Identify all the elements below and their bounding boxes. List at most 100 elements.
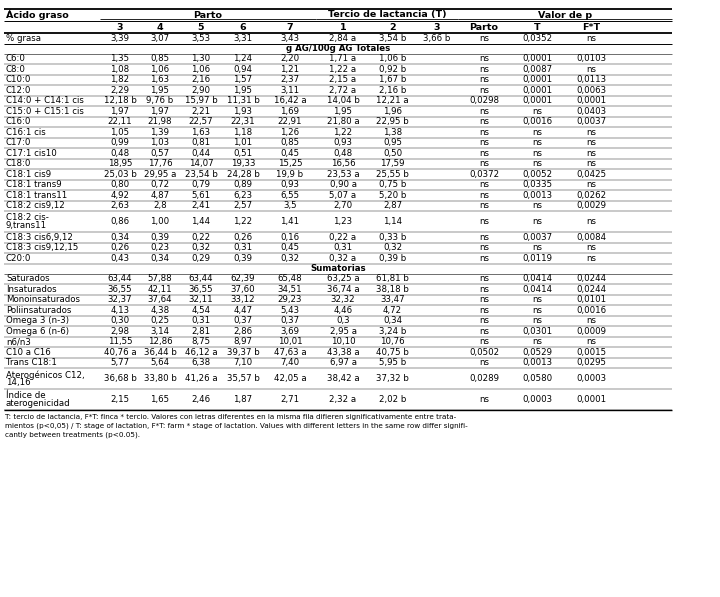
Text: C16:0: C16:0 [6, 117, 32, 126]
Text: 65,48: 65,48 [278, 274, 302, 283]
Text: Parto: Parto [469, 23, 498, 32]
Text: 0,0580: 0,0580 [523, 374, 552, 383]
Text: ns: ns [479, 86, 489, 95]
Text: 3,54 b: 3,54 b [379, 34, 406, 43]
Text: ns: ns [533, 243, 542, 253]
Text: 9,76 b: 9,76 b [146, 96, 174, 105]
Text: 6: 6 [240, 23, 246, 32]
Text: 4,72: 4,72 [383, 306, 402, 315]
Text: 0,0119: 0,0119 [523, 254, 552, 263]
Text: mientos (p<0,05) / T: stage of lactation, F*T: farm * stage of lactation. Values: mientos (p<0,05) / T: stage of lactation… [5, 423, 468, 429]
Text: ns: ns [479, 64, 489, 74]
Text: C6:0: C6:0 [6, 54, 26, 63]
Text: 37,60: 37,60 [230, 285, 256, 294]
Text: ns: ns [479, 316, 489, 325]
Text: Omega 6 (n-6): Omega 6 (n-6) [6, 327, 69, 336]
Text: 3,24 b: 3,24 b [379, 327, 406, 336]
Text: 36,44 b: 36,44 b [143, 347, 176, 357]
Text: C15:0 + C15:1 cis: C15:0 + C15:1 cis [6, 107, 84, 116]
Text: 63,44: 63,44 [189, 274, 213, 283]
Text: 1,22 a: 1,22 a [330, 64, 356, 74]
Text: 2,8: 2,8 [153, 201, 167, 210]
Text: 19,9 b: 19,9 b [276, 170, 304, 179]
Text: C10 a C16: C10 a C16 [6, 347, 50, 357]
Text: 8,97: 8,97 [233, 337, 253, 346]
Text: 1,69: 1,69 [281, 107, 300, 116]
Text: 0,0262: 0,0262 [577, 191, 606, 200]
Text: 0,39: 0,39 [150, 233, 169, 242]
Text: 1,06: 1,06 [192, 64, 210, 74]
Text: C8:0: C8:0 [6, 64, 26, 74]
Text: 0,34: 0,34 [110, 233, 130, 242]
Text: 1,41: 1,41 [280, 217, 300, 226]
Text: 0,0016: 0,0016 [577, 306, 606, 315]
Text: 2,84 a: 2,84 a [330, 34, 356, 43]
Text: 0,0502: 0,0502 [469, 347, 499, 357]
Text: 0,23: 0,23 [150, 243, 170, 253]
Text: 32,37: 32,37 [108, 296, 132, 304]
Text: ns: ns [479, 217, 489, 226]
Text: 2,37: 2,37 [280, 75, 300, 84]
Text: 0,0016: 0,0016 [523, 117, 552, 126]
Text: 15,25: 15,25 [278, 159, 302, 168]
Text: 29,95 a: 29,95 a [144, 170, 176, 179]
Text: 0,26: 0,26 [110, 243, 130, 253]
Text: 2: 2 [390, 23, 396, 32]
Text: ns: ns [479, 233, 489, 242]
Text: ns: ns [479, 254, 489, 263]
Text: Insaturados: Insaturados [6, 285, 57, 294]
Text: 5,20 b: 5,20 b [379, 191, 406, 200]
Text: 0,0301: 0,0301 [523, 327, 552, 336]
Text: 33,80 b: 33,80 b [143, 374, 176, 383]
Text: 22,11: 22,11 [108, 117, 132, 126]
Text: 11,31 b: 11,31 b [227, 96, 259, 105]
Text: 2,02 b: 2,02 b [379, 395, 406, 404]
Text: Monoinsaturados: Monoinsaturados [6, 296, 80, 304]
Text: 0,0244: 0,0244 [577, 274, 606, 283]
Text: 25,03 b: 25,03 b [104, 170, 136, 179]
Text: 42,11: 42,11 [148, 285, 172, 294]
Text: 0,93: 0,93 [281, 180, 300, 189]
Text: 16,42 a: 16,42 a [274, 96, 306, 105]
Text: 1,35: 1,35 [110, 54, 130, 63]
Text: 0,0298: 0,0298 [469, 96, 499, 105]
Text: 1,63: 1,63 [192, 128, 210, 137]
Text: aterogenicidad: aterogenicidad [6, 399, 71, 408]
Text: 1,22: 1,22 [333, 128, 353, 137]
Text: ns: ns [587, 64, 596, 74]
Text: n6/n3: n6/n3 [6, 337, 31, 346]
Text: ns: ns [479, 395, 489, 404]
Text: 2,57: 2,57 [233, 201, 253, 210]
Text: 0,16: 0,16 [280, 233, 300, 242]
Text: 0,25: 0,25 [150, 316, 170, 325]
Text: ns: ns [479, 327, 489, 336]
Text: 0,22 a: 0,22 a [330, 233, 356, 242]
Text: 2,95 a: 2,95 a [330, 327, 356, 336]
Text: 0,92 b: 0,92 b [379, 64, 406, 74]
Text: Saturados: Saturados [6, 274, 50, 283]
Text: 3,11: 3,11 [280, 86, 300, 95]
Text: 37,32 b: 37,32 b [376, 374, 409, 383]
Text: 1,63: 1,63 [150, 75, 170, 84]
Text: ns: ns [479, 285, 489, 294]
Text: C18:3 cis9,12,15: C18:3 cis9,12,15 [6, 243, 78, 253]
Text: 2,86: 2,86 [233, 327, 253, 336]
Text: 23,53 a: 23,53 a [327, 170, 359, 179]
Text: 14,07: 14,07 [189, 159, 213, 168]
Text: 17,76: 17,76 [148, 159, 172, 168]
Text: 0,0003: 0,0003 [523, 395, 552, 404]
Text: 14,04 b: 14,04 b [327, 96, 359, 105]
Text: 10,01: 10,01 [278, 337, 302, 346]
Text: 2,29: 2,29 [110, 86, 130, 95]
Text: 0,0113: 0,0113 [577, 75, 606, 84]
Text: 2,72 a: 2,72 a [330, 86, 356, 95]
Text: 0,93: 0,93 [333, 139, 353, 147]
Text: 0,39: 0,39 [233, 254, 253, 263]
Text: 24,28 b: 24,28 b [227, 170, 259, 179]
Text: ns: ns [533, 201, 542, 210]
Text: 0,50: 0,50 [383, 149, 402, 158]
Text: C18:2 cis-: C18:2 cis- [6, 213, 49, 222]
Text: 37,64: 37,64 [148, 296, 172, 304]
Text: ns: ns [533, 159, 542, 168]
Text: 34,51: 34,51 [278, 285, 302, 294]
